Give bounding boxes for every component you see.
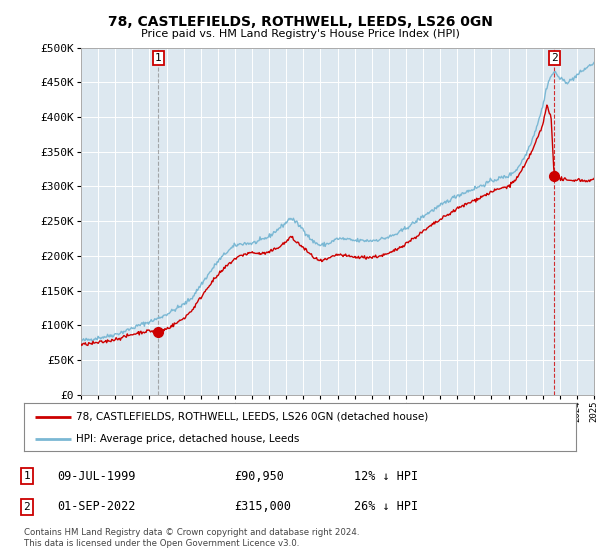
Text: 12% ↓ HPI: 12% ↓ HPI bbox=[354, 469, 418, 483]
Text: Price paid vs. HM Land Registry's House Price Index (HPI): Price paid vs. HM Land Registry's House … bbox=[140, 29, 460, 39]
Text: 1: 1 bbox=[23, 471, 31, 481]
Text: 09-JUL-1999: 09-JUL-1999 bbox=[57, 469, 136, 483]
Text: 2: 2 bbox=[23, 502, 31, 512]
Text: 26% ↓ HPI: 26% ↓ HPI bbox=[354, 500, 418, 514]
Text: 01-SEP-2022: 01-SEP-2022 bbox=[57, 500, 136, 514]
Text: 78, CASTLEFIELDS, ROTHWELL, LEEDS, LS26 0GN: 78, CASTLEFIELDS, ROTHWELL, LEEDS, LS26 … bbox=[107, 15, 493, 29]
Text: £90,950: £90,950 bbox=[234, 469, 284, 483]
Text: HPI: Average price, detached house, Leeds: HPI: Average price, detached house, Leed… bbox=[76, 434, 300, 444]
Text: Contains HM Land Registry data © Crown copyright and database right 2024.
This d: Contains HM Land Registry data © Crown c… bbox=[24, 528, 359, 548]
Text: 2: 2 bbox=[551, 53, 557, 63]
Text: 78, CASTLEFIELDS, ROTHWELL, LEEDS, LS26 0GN (detached house): 78, CASTLEFIELDS, ROTHWELL, LEEDS, LS26 … bbox=[76, 412, 428, 422]
Text: 1: 1 bbox=[155, 53, 161, 63]
Text: £315,000: £315,000 bbox=[234, 500, 291, 514]
